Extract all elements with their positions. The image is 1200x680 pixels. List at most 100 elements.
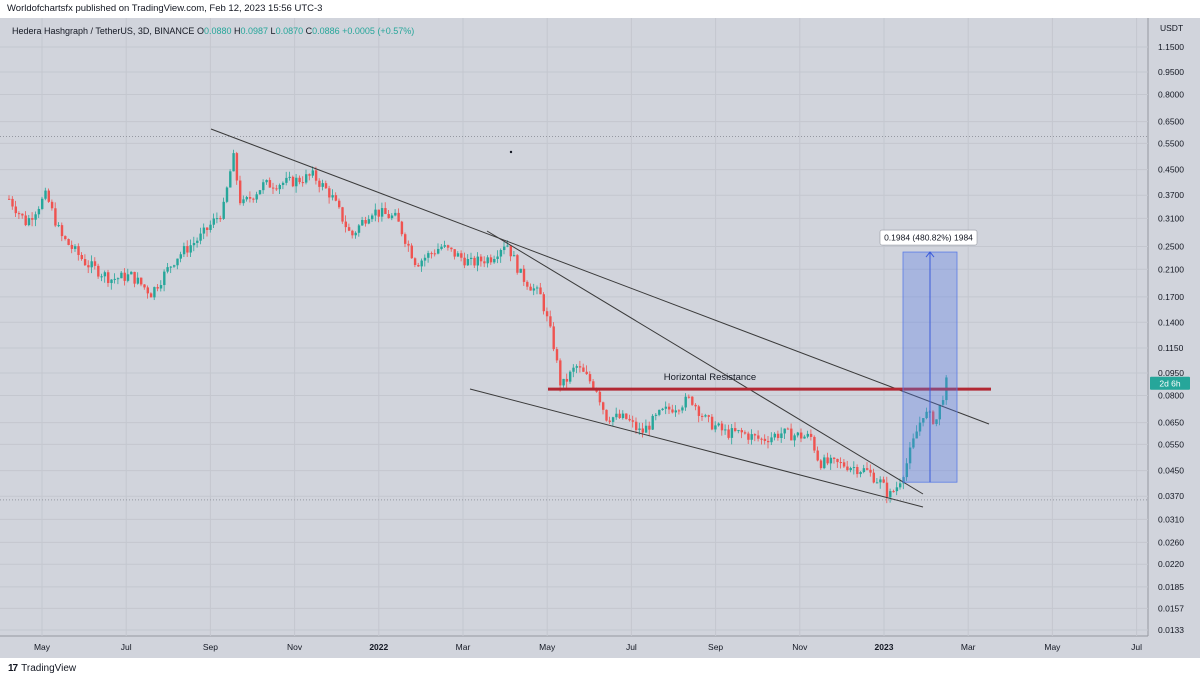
candle-body bbox=[351, 230, 354, 236]
candle-body bbox=[479, 256, 483, 262]
candle-body bbox=[186, 246, 189, 253]
candle-body bbox=[328, 188, 331, 198]
candle-body bbox=[390, 215, 394, 219]
candle-body bbox=[862, 468, 866, 473]
candle-body bbox=[611, 417, 615, 422]
candle-body bbox=[602, 402, 605, 410]
price-axis[interactable] bbox=[1148, 18, 1200, 636]
candle-body bbox=[80, 255, 83, 260]
candle-body bbox=[27, 218, 31, 226]
candle-body bbox=[338, 200, 341, 208]
candle-body bbox=[902, 477, 905, 484]
candle-body bbox=[291, 176, 295, 187]
low-label: L bbox=[270, 26, 276, 36]
candle-body bbox=[347, 227, 351, 231]
candle-body bbox=[836, 458, 839, 463]
candle-body bbox=[159, 285, 163, 289]
candle-body bbox=[859, 472, 862, 475]
candle-body bbox=[585, 371, 588, 375]
candle-body bbox=[466, 259, 470, 266]
publish-info: Worldofchartsfx published on TradingView… bbox=[7, 3, 323, 14]
candle-body bbox=[889, 491, 892, 498]
candle-body bbox=[446, 245, 450, 248]
x-tick-label: Jul bbox=[626, 642, 637, 652]
candle-body bbox=[404, 234, 407, 244]
candle-body bbox=[555, 349, 559, 361]
candle-body bbox=[885, 482, 889, 498]
candle-body bbox=[374, 209, 377, 216]
candle-body bbox=[879, 479, 882, 483]
candle-body bbox=[654, 414, 658, 416]
candle-body bbox=[486, 257, 489, 264]
candle-body bbox=[262, 182, 265, 191]
candle-body bbox=[60, 225, 64, 237]
price-scale: 1.1500 0.9500 0.8000 0.6500 0.5500 0.4500 0.37… bbox=[1150, 42, 1190, 635]
candle-body bbox=[153, 287, 156, 298]
dot-marker bbox=[509, 150, 513, 154]
high-value: 0.0987 bbox=[240, 26, 269, 36]
candle-body bbox=[687, 396, 691, 398]
x-tick-label: May bbox=[1044, 642, 1061, 652]
candle-body bbox=[539, 287, 542, 295]
candle-body bbox=[407, 243, 410, 246]
candle-body bbox=[371, 215, 374, 220]
candle-body bbox=[476, 256, 479, 266]
y-tick-label: 0.0310 bbox=[1158, 514, 1184, 524]
candle-body bbox=[816, 450, 819, 461]
candle-body bbox=[427, 253, 430, 258]
candle-body bbox=[734, 428, 737, 431]
candle-body bbox=[559, 360, 562, 386]
candle-body bbox=[569, 371, 572, 382]
candle-body bbox=[357, 225, 361, 233]
candle-body bbox=[641, 428, 644, 433]
candle-body bbox=[849, 468, 852, 471]
candle-body bbox=[196, 240, 199, 243]
candle-body bbox=[107, 272, 110, 284]
candle-body bbox=[526, 281, 529, 287]
candle-body bbox=[252, 198, 255, 200]
symbol-name: Hedera Hashgraph / TetherUS, 3D, BINANCE bbox=[12, 26, 195, 36]
candle-body bbox=[578, 366, 582, 368]
publish-bar: Worldofchartsfx published on TradingView… bbox=[0, 0, 1200, 18]
candle-body bbox=[443, 245, 446, 247]
time-axis[interactable] bbox=[0, 636, 1200, 658]
candle-body bbox=[757, 435, 760, 439]
tradingview-logo[interactable]: 17 TradingView bbox=[8, 663, 76, 674]
candle-body bbox=[206, 227, 209, 230]
candle-body bbox=[483, 261, 486, 264]
y-tick-label: 0.0185 bbox=[1158, 582, 1184, 592]
candle-body bbox=[275, 188, 278, 190]
candle-body bbox=[803, 436, 806, 439]
candle-body bbox=[786, 428, 790, 430]
candle-body bbox=[288, 176, 291, 178]
candle-body bbox=[334, 195, 338, 201]
candle-body bbox=[710, 416, 714, 430]
close-label: C bbox=[305, 26, 313, 36]
y-tick-label: 0.0650 bbox=[1158, 418, 1184, 428]
candle-body bbox=[83, 259, 87, 266]
candle-body bbox=[823, 457, 826, 469]
candle-body bbox=[456, 253, 460, 257]
candle-body bbox=[519, 268, 522, 273]
candle-body bbox=[882, 479, 885, 483]
candle-body bbox=[413, 258, 417, 265]
candle-body bbox=[730, 428, 734, 438]
candle-body bbox=[918, 422, 922, 432]
candle-body bbox=[17, 213, 21, 215]
measure-label: 0.1984 (480.82%) 1984 bbox=[884, 233, 973, 243]
candle-body bbox=[899, 483, 902, 488]
candle-body bbox=[717, 423, 720, 426]
candle-body bbox=[720, 423, 724, 431]
candle-body bbox=[470, 257, 473, 260]
measure-label-box bbox=[879, 229, 978, 246]
chart-pane[interactable] bbox=[0, 18, 1148, 636]
candle-body bbox=[453, 249, 456, 257]
candle-body bbox=[50, 201, 54, 209]
candle-body bbox=[21, 213, 24, 216]
candle-body bbox=[179, 254, 182, 259]
y-tick-label: 0.2100 bbox=[1158, 264, 1184, 274]
x-tick-label: Sep bbox=[708, 642, 723, 652]
close-value: 0.0886 bbox=[312, 26, 340, 36]
measure-arrow-head bbox=[925, 251, 935, 258]
